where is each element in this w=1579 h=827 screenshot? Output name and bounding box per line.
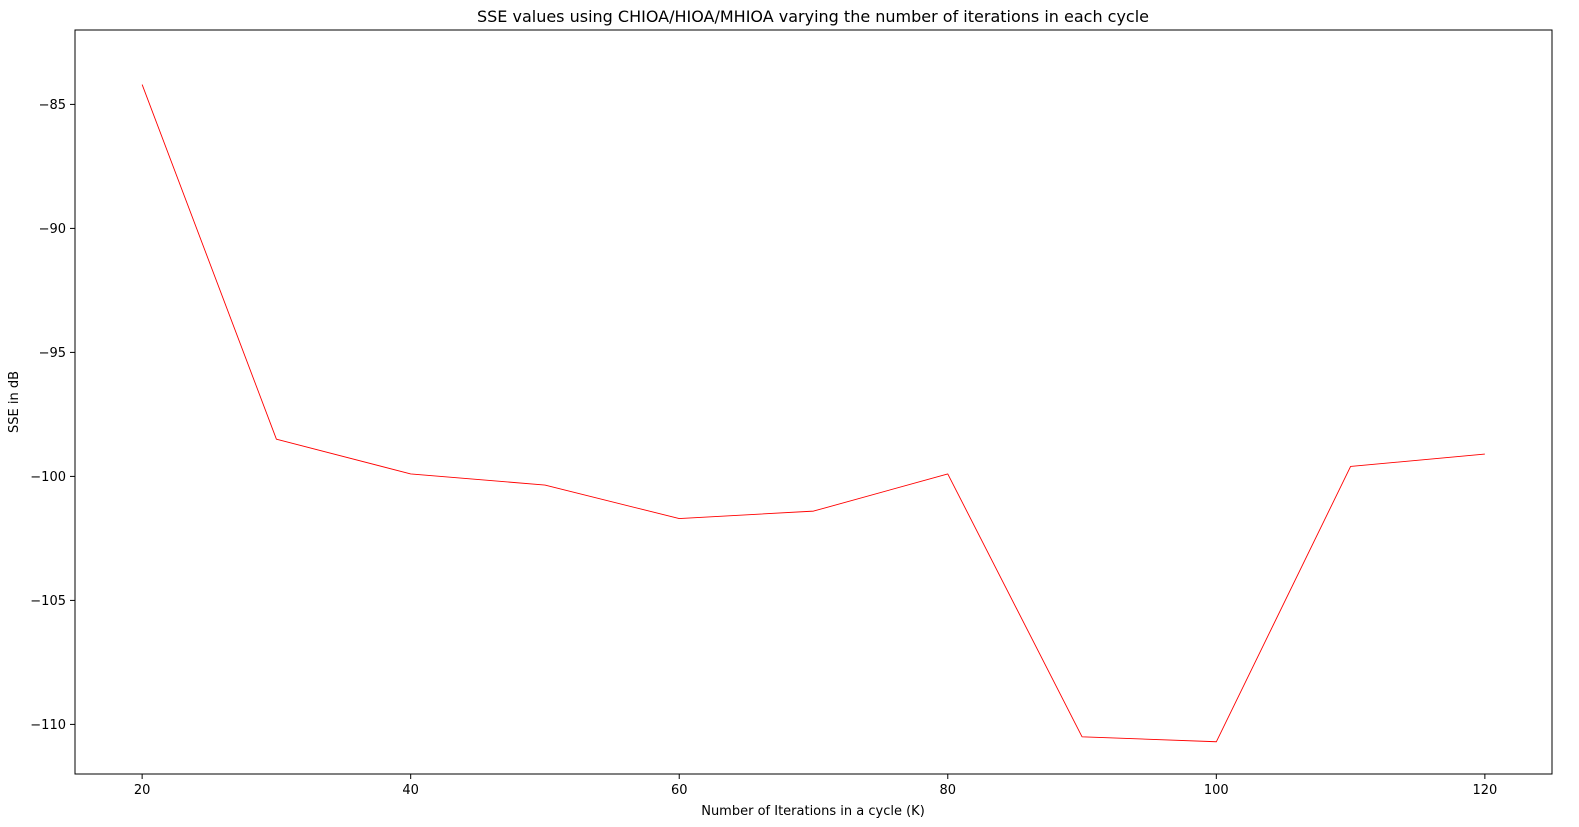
plot-area: 20 40 60 80 100 120 −85 −90 −95 −100 −105 −110 — [30, 29, 1553, 798]
y-axis-label: SSE in dB — [7, 371, 22, 433]
y-tick-label: −100 — [30, 470, 66, 485]
y-tick-label: −90 — [39, 222, 66, 237]
y-tick-label: −110 — [30, 718, 66, 733]
x-tick-label: 20 — [134, 783, 151, 798]
x-tick-label: 60 — [671, 783, 688, 798]
x-tick-label: 100 — [1204, 783, 1229, 798]
y-tick-label: −105 — [30, 594, 66, 609]
plot-frame — [74, 29, 1553, 775]
x-tick-label: 120 — [1472, 783, 1497, 798]
x-tick-label: 40 — [402, 783, 419, 798]
x-tick-label: 80 — [939, 783, 956, 798]
chart-title: SSE values using CHIOA/HIOA/MHIOA varyin… — [477, 7, 1149, 26]
y-tick-label: −95 — [39, 346, 66, 361]
y-tick-label: −85 — [39, 98, 66, 113]
x-axis-label: Number of Iterations in a cycle (K) — [701, 804, 925, 819]
series-line-0 — [141, 84, 1485, 743]
